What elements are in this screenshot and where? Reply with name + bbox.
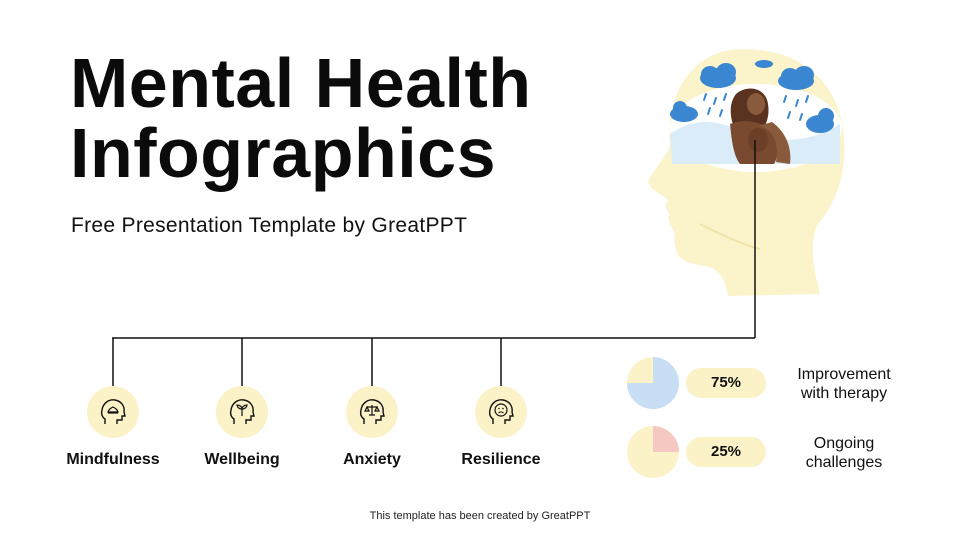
cloud-icon	[755, 60, 773, 68]
stat-label-1: Improvement with therapy	[782, 365, 906, 403]
pie-slice	[653, 426, 679, 452]
rain-drops	[703, 93, 809, 121]
category-label-resilience: Resilience	[461, 451, 541, 468]
category-label-mindfulness: Mindfulness	[66, 451, 160, 468]
category-label-wellbeing: Wellbeing	[204, 451, 280, 468]
title-line-1: Mental Health	[70, 44, 532, 122]
cloud-icon	[700, 63, 736, 88]
head-balance-icon	[359, 399, 385, 424]
subtitle: Free Presentation Template by GreatPPT	[71, 214, 468, 237]
stat-label-1-line2: with therapy	[800, 385, 888, 402]
cloud-icon	[806, 108, 834, 133]
anxiety-icon-badge	[346, 386, 398, 438]
head-lotus-icon	[100, 399, 126, 424]
resilience-icon-badge	[475, 386, 527, 438]
head-sad-face-icon	[488, 399, 514, 424]
title-line-2: Infographics	[70, 114, 497, 192]
stat-value-badge-2: 25%	[686, 437, 766, 467]
category-label-anxiety: Anxiety	[343, 451, 401, 468]
stat-label-2-line1: Ongoing	[813, 435, 875, 452]
stat-pie-2	[627, 426, 679, 478]
head-plant-icon	[229, 399, 255, 424]
head-illustration	[648, 49, 845, 296]
footer-credit: This template has been created by GreatP…	[369, 510, 591, 522]
page-title: Mental Health Infographics	[70, 48, 532, 188]
wellbeing-icon-badge	[216, 386, 268, 438]
cloud-icon	[670, 101, 698, 122]
stat-label-2-line2: challenges	[805, 454, 883, 471]
mindfulness-icon-badge	[87, 386, 139, 438]
stat-label-1-line1: Improvement	[797, 366, 891, 383]
stat-label-2: Ongoing challenges	[782, 434, 906, 472]
stat-value-badge-1: 75%	[686, 368, 766, 398]
cloud-icon	[778, 66, 814, 90]
stat-pie-1	[627, 357, 679, 409]
pie-slice	[627, 357, 679, 409]
sitting-person	[730, 88, 791, 164]
